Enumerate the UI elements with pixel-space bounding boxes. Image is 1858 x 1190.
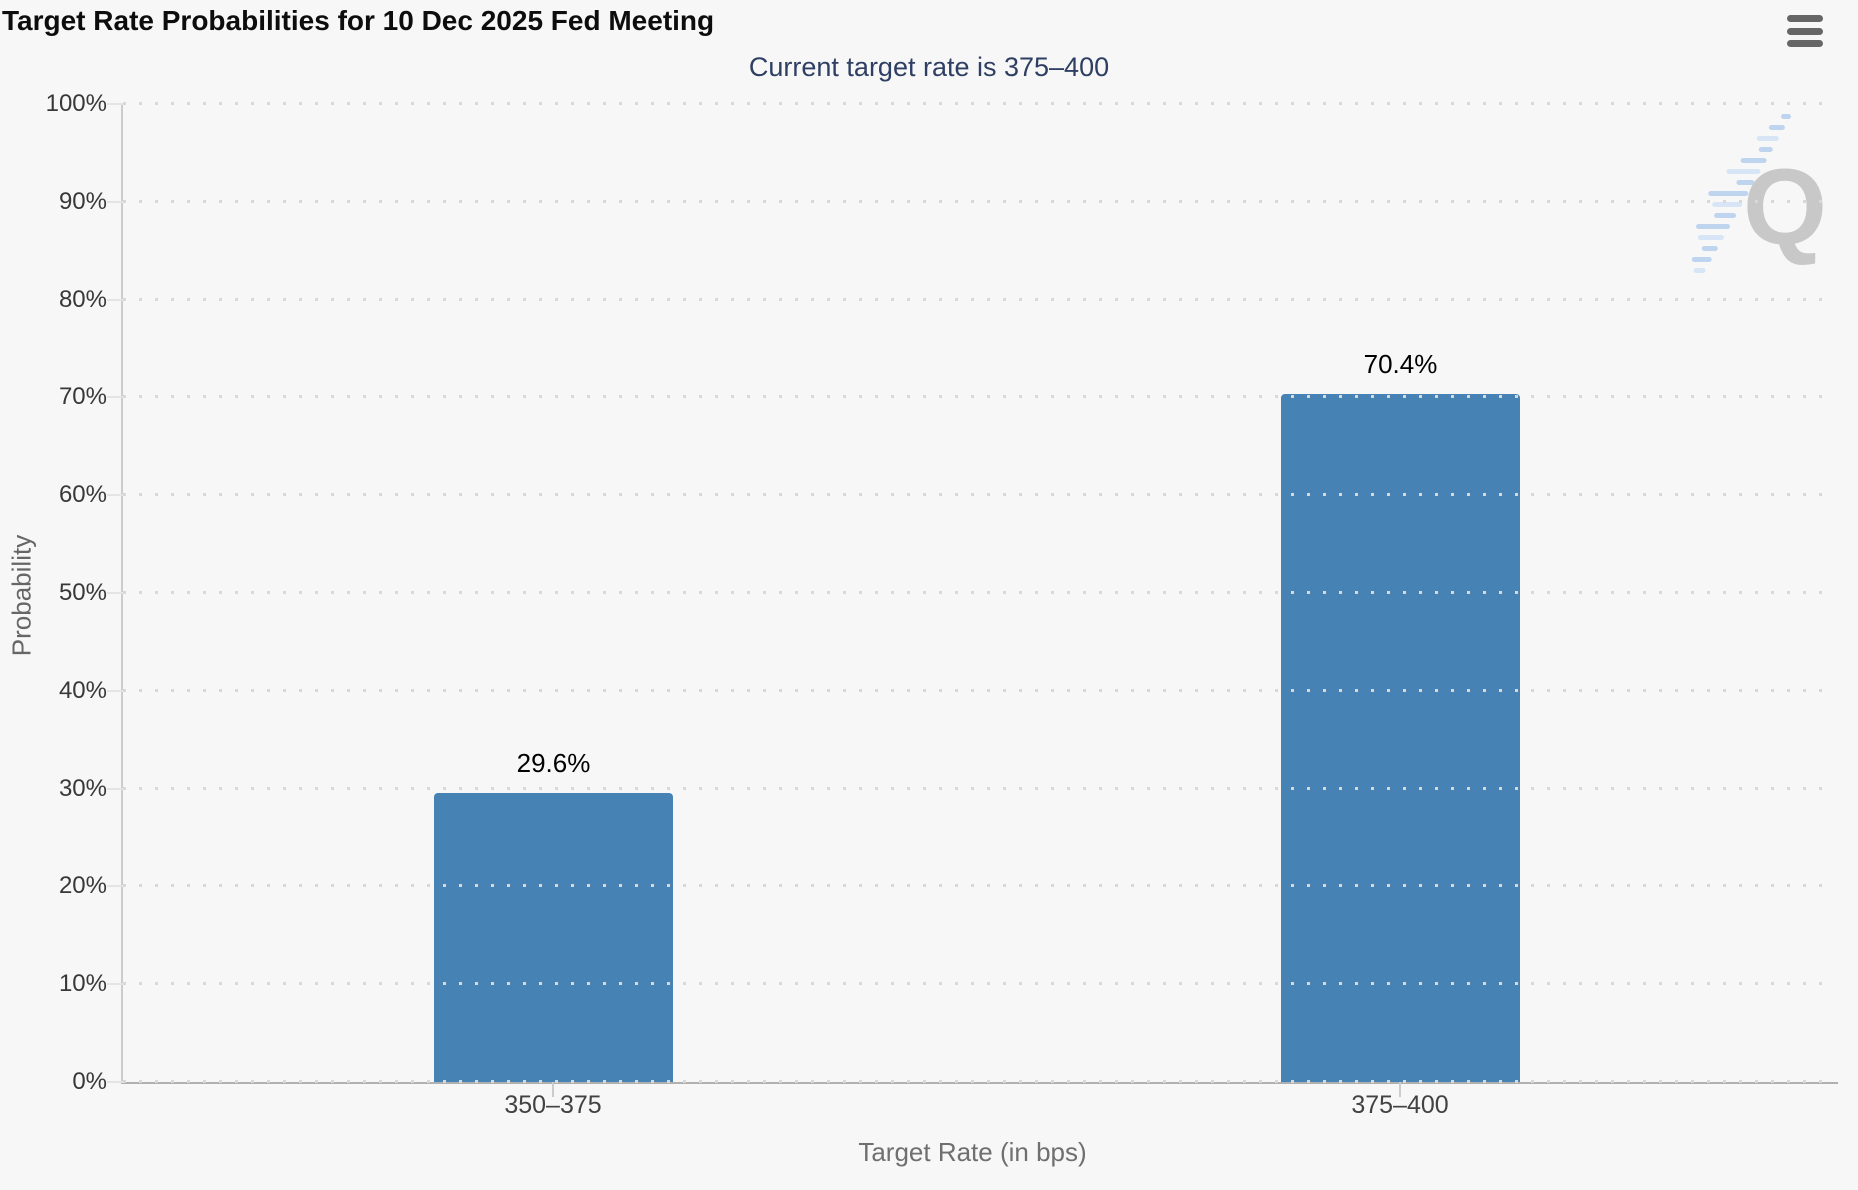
chart-title: Target Rate Probabilities for 10 Dec 202… (2, 5, 715, 36)
gridline (123, 102, 1822, 105)
gridline (123, 786, 1822, 790)
x-axis-line (121, 1082, 1838, 1084)
gridline (123, 395, 1822, 399)
y-tick-mark (107, 298, 123, 301)
y-tick-label: 40% (58, 676, 107, 704)
gridline (123, 1080, 1822, 1083)
x-axis-title: Target Rate (in bps) (858, 1137, 1087, 1167)
y-tick-label: 10% (58, 970, 107, 998)
hamburger-icon (1787, 27, 1823, 35)
y-tick-mark (107, 983, 123, 986)
gridline (123, 297, 1822, 301)
quikstrike-q-watermark: Q (1691, 114, 1827, 273)
plot-area: Q 29.6% 70.4% (107, 102, 1838, 1097)
y-tick-label: 60% (58, 481, 107, 509)
y-tick-label: 20% (58, 872, 107, 900)
y-tick-mark (107, 396, 123, 399)
gridline (123, 591, 1822, 594)
bar-350-375[interactable] (434, 792, 673, 1082)
y-tick-label: 80% (58, 285, 107, 313)
y-tick-mark (107, 494, 123, 497)
y-tick-label: 90% (58, 187, 107, 215)
y-tick-mark (107, 689, 123, 692)
bar-value-label: 29.6% (516, 747, 591, 778)
y-tick-label: 100% (45, 90, 107, 117)
chart-subtitle: Current target rate is 375–400 (748, 52, 1110, 82)
svg-text:Q: Q (1743, 146, 1827, 267)
x-category-label: 375–400 (1351, 1091, 1449, 1119)
gridline (123, 688, 1822, 692)
y-tick-mark (107, 885, 123, 888)
hamburger-icon (1787, 15, 1823, 22)
hamburger-icon (1787, 40, 1823, 47)
bar-value-label: 70.4% (1363, 348, 1438, 379)
gridline (123, 884, 1822, 888)
y-tick-mark (107, 592, 123, 594)
y-tick-mark (107, 200, 123, 203)
gridline (123, 982, 1822, 986)
bar-375-400[interactable] (1281, 393, 1520, 1082)
y-tick-mark (107, 103, 123, 105)
x-tick-mark (1399, 1082, 1401, 1097)
y-tick-label: 0% (72, 1068, 107, 1095)
y-tick-label: 50% (58, 579, 107, 606)
export-menu-button[interactable] (1787, 15, 1823, 47)
y-tick-mark (107, 787, 123, 790)
y-axis-labels: 0% 10% 20% 30% 40% 50% 60% 70% 80% 90% 100% (0, 91, 107, 1095)
gridline (123, 199, 1822, 203)
gridline (123, 493, 1822, 497)
x-tick-mark (552, 1082, 554, 1097)
y-tick-label: 30% (58, 774, 107, 802)
y-tick-mark (107, 1081, 123, 1083)
y-tick-label: 70% (58, 383, 107, 411)
x-category-label: 350–375 (504, 1091, 602, 1119)
